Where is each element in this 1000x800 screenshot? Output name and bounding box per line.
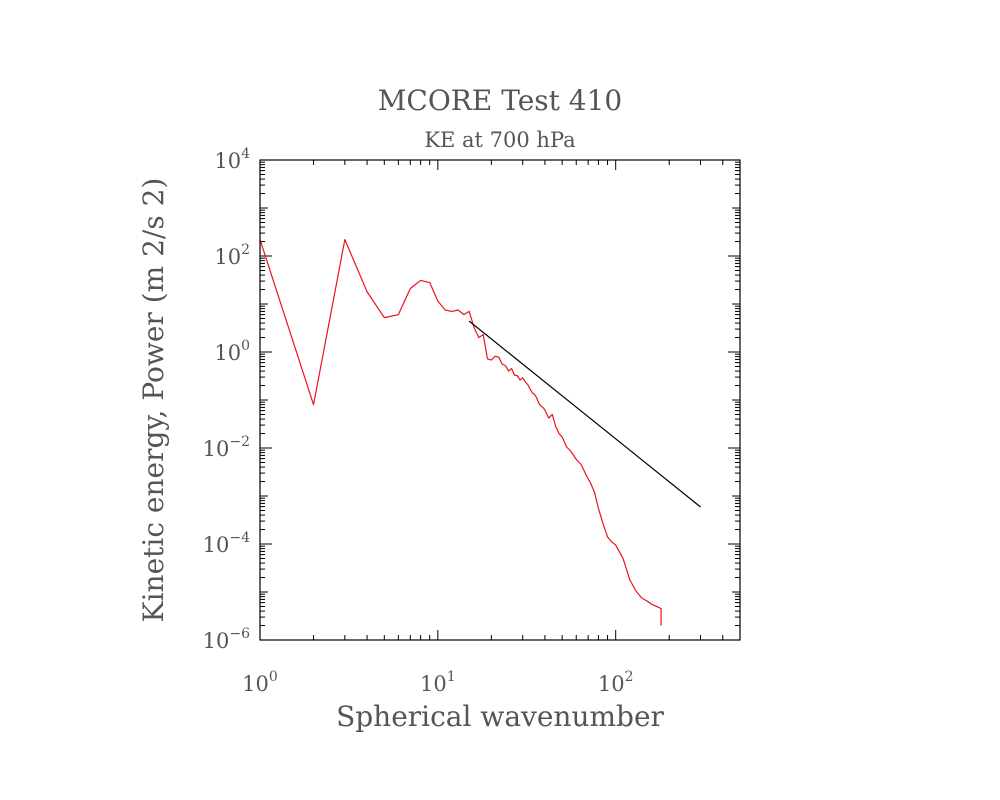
x-tick-label: 101 <box>420 669 456 696</box>
chart-subtitle: KE at 700 hPa <box>424 128 575 152</box>
plot-frame <box>259 159 741 641</box>
y-tick-label: 102 <box>214 242 250 269</box>
series-line-1 <box>259 238 662 626</box>
y-tick-label: 10−6 <box>203 626 250 653</box>
axis-tick-labels: 100 101 102 104 102 100 10−2 10−4 10−6 <box>203 146 634 696</box>
x-tick-label: 100 <box>242 669 278 696</box>
axis-ticks <box>259 159 741 641</box>
series-line-2 <box>468 320 701 508</box>
y-axis-label: Kinetic energy, Power (m 2/s 2) <box>137 178 170 623</box>
x-tick-label: 102 <box>598 669 634 696</box>
y-tick-label: 100 <box>214 338 250 365</box>
y-tick-label: 10−4 <box>203 530 250 557</box>
chart-title: MCORE Test 410 <box>378 84 623 117</box>
y-tick-label: 10−2 <box>203 434 250 461</box>
x-axis-label: Spherical wavenumber <box>336 700 664 733</box>
y-tick-label: 104 <box>214 146 250 173</box>
series-lines <box>259 238 701 626</box>
